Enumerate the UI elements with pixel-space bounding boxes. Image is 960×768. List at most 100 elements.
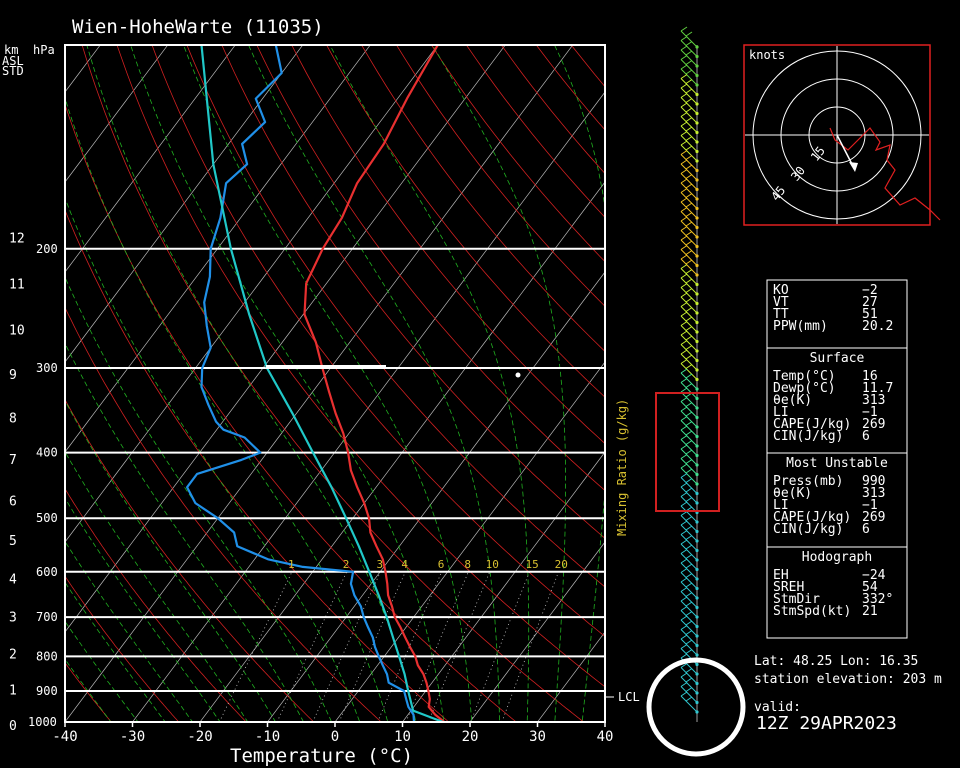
index-value: −2 xyxy=(862,283,878,298)
indices-table: KO −2 VT 27 TT 51 PPW(mm) 20.2 Surface Temp(°C) 16… xyxy=(766,279,908,639)
mixing-ratio-tick-label: 10 xyxy=(486,558,499,571)
dry-adiabat-line xyxy=(65,306,382,722)
wind-barb-staff xyxy=(680,572,698,589)
height-tick-label: 1 xyxy=(9,683,17,698)
wind-barb-flag xyxy=(680,549,688,554)
wind-barb-flag xyxy=(685,88,693,94)
hodograph-frame xyxy=(743,44,931,226)
index-value: 332° xyxy=(862,592,893,607)
mixing-ratio-tick-label: 8 xyxy=(464,558,471,571)
wind-barb-flag xyxy=(680,292,688,298)
wind-barb-flag xyxy=(685,639,693,645)
isotherm-line xyxy=(469,541,605,722)
wind-barb-flag xyxy=(685,668,693,673)
storm-motion-arrowhead xyxy=(849,162,858,172)
wind-barb-flag xyxy=(685,269,693,274)
moist-adiabat-line xyxy=(329,45,530,722)
x-tick-label: -10 xyxy=(255,729,280,745)
isotherm-line xyxy=(65,45,304,363)
wind-barb-flag xyxy=(680,150,688,155)
index-label: EH xyxy=(773,568,789,583)
x-tick-label: -20 xyxy=(187,729,212,745)
dry-adiabat-line xyxy=(256,45,605,492)
dry-adiabat-line xyxy=(65,575,180,722)
pressure-tick-label: 900 xyxy=(36,684,58,698)
wind-barb-flag xyxy=(685,449,693,455)
wind-barb-flag xyxy=(685,278,693,284)
wind-barb-flag xyxy=(680,672,688,678)
dry-adiabat-line xyxy=(361,45,605,353)
index-label: SREH xyxy=(773,580,804,595)
wind-barb-flag xyxy=(680,26,688,32)
wind-barb-flag xyxy=(685,620,693,626)
hpa-unit: hPa xyxy=(33,43,55,57)
index-value: 51 xyxy=(862,307,878,322)
wind-barb-flag xyxy=(685,231,693,236)
wind-barb-flag xyxy=(685,174,693,179)
marker-dot xyxy=(515,372,521,378)
wind-barb-flag xyxy=(685,288,693,293)
wind-barbs xyxy=(680,26,699,722)
height-tick-label: 2 xyxy=(9,648,17,663)
moist-adiabat-line xyxy=(86,45,417,722)
mixing-ratio-tick-label: 2 xyxy=(343,558,350,571)
wind-barb-staff xyxy=(680,363,698,380)
index-value: −1 xyxy=(862,498,878,513)
pressure-tick-label: 1000 xyxy=(28,715,57,729)
wind-barb-staff xyxy=(680,600,698,618)
wind-barb-flag xyxy=(680,606,688,611)
wind-barb-flag xyxy=(685,411,693,417)
wind-barb-flag xyxy=(680,36,688,41)
wind-barb-flag xyxy=(685,373,693,379)
wind-barb-staff xyxy=(680,78,698,95)
wind-barb-flag xyxy=(680,416,688,421)
mixing-ratio-line xyxy=(470,571,530,722)
index-label: KO xyxy=(773,283,789,298)
wind-barb-flag xyxy=(680,454,688,459)
wind-barb-flag xyxy=(685,31,693,37)
wind-barb-flag xyxy=(680,93,688,98)
wind-barb-flag xyxy=(685,126,693,132)
wind-barb-staff xyxy=(680,420,698,437)
index-label: TT xyxy=(773,307,789,322)
mixing-ratio-tick-label: 15 xyxy=(525,558,538,571)
wind-barb-flag xyxy=(680,321,688,326)
index-value: 21 xyxy=(862,604,878,619)
moist-adiabat-line xyxy=(65,658,112,722)
wind-barb-flag xyxy=(680,397,688,402)
wind-barb-flag xyxy=(680,283,688,288)
wind-barb-flag xyxy=(685,212,693,217)
moist-adiabat-line xyxy=(183,45,473,722)
height-tick-label: 11 xyxy=(9,278,25,293)
wind-barb-flag xyxy=(680,568,688,573)
wind-barb-staff xyxy=(680,182,698,200)
wind-barb-flag xyxy=(680,102,688,108)
surface-wind-circle xyxy=(646,657,746,757)
pressure-tick-label: 500 xyxy=(36,511,58,525)
index-label: Press(mb) xyxy=(773,474,843,489)
wind-barb-flag xyxy=(685,60,693,65)
indices-box xyxy=(766,546,908,639)
wind-barb-flag xyxy=(685,117,693,122)
indices-section-header: Most Unstable xyxy=(786,456,888,471)
wind-barb-staff xyxy=(680,543,698,561)
index-value: 269 xyxy=(862,417,885,432)
wind-barb-flag xyxy=(685,193,693,198)
index-label: CIN(J/kg) xyxy=(773,429,843,444)
wind-barb-staff xyxy=(680,268,698,285)
index-label: StmDir xyxy=(773,592,820,607)
wind-barb-staff xyxy=(680,391,698,409)
height-tick-label: 8 xyxy=(9,411,17,426)
mixing-ratio-line xyxy=(312,571,381,722)
wind-barb-flag xyxy=(685,402,693,407)
index-label: VT xyxy=(773,295,789,310)
isotherm-line xyxy=(267,271,605,722)
moist-adiabat-line xyxy=(432,45,566,722)
wind-barb-flag xyxy=(685,259,693,265)
wind-barb-flag xyxy=(680,178,688,184)
index-value: 313 xyxy=(862,393,885,408)
wind-barb-staff xyxy=(680,591,698,608)
isotherm-line xyxy=(65,45,506,633)
wind-barb-flag xyxy=(685,478,693,483)
index-value: 6 xyxy=(862,522,870,537)
